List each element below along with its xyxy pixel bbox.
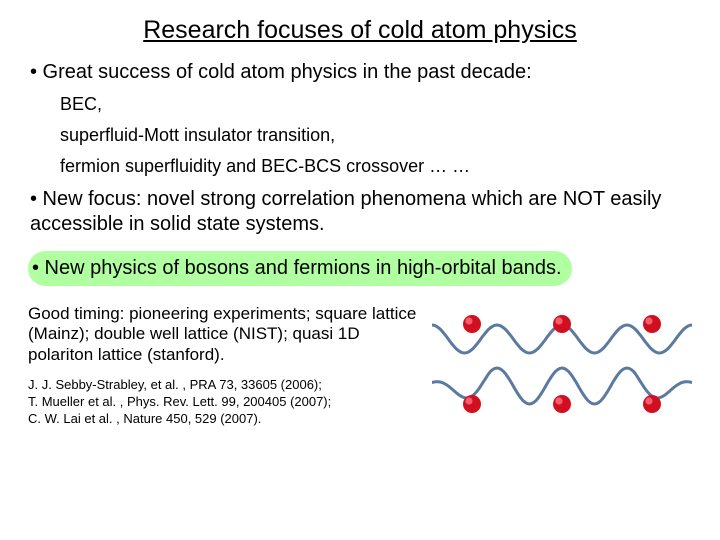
bullet-success: • Great success of cold atom physics in …	[28, 61, 692, 84]
slide-title: Research focuses of cold atom physics	[28, 16, 692, 45]
timing-text: Good timing: pioneering experiments; squ…	[28, 304, 422, 365]
ref-line: C. W. Lai et al. , Nature 450, 529 (2007…	[28, 411, 422, 428]
lattice-svg	[432, 304, 692, 414]
lattice-diagram	[432, 304, 692, 424]
sub-bec: BEC,	[60, 94, 692, 115]
ref-line: T. Mueller et al. , Phys. Rev. Lett. 99,…	[28, 394, 422, 411]
ref-line: J. J. Sebby-Strabley, et al. , PRA 73, 3…	[28, 377, 422, 394]
references: J. J. Sebby-Strabley, et al. , PRA 73, 3…	[28, 377, 422, 428]
bullet-new-focus: • New focus: novel strong correlation ph…	[28, 187, 692, 237]
highlight-physics: • New physics of bosons and fermions in …	[28, 251, 572, 286]
sub-crossover: fermion superfluidity and BEC-BCS crosso…	[60, 156, 692, 177]
sub-mott: superfluid-Mott insulator transition,	[60, 125, 692, 146]
